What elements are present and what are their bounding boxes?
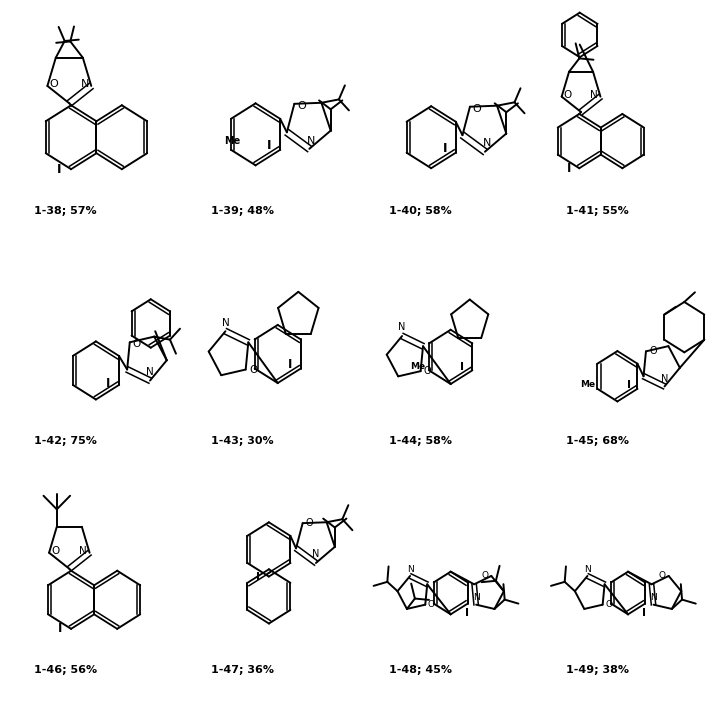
Text: N: N: [307, 136, 315, 146]
Text: 1-49; 38%: 1-49; 38%: [566, 665, 629, 675]
Text: N: N: [312, 549, 319, 559]
Text: I: I: [256, 572, 260, 582]
Text: Me: Me: [410, 362, 425, 371]
Text: 1-48; 45%: 1-48; 45%: [389, 665, 452, 675]
Text: N: N: [222, 317, 230, 327]
Text: 1-42; 75%: 1-42; 75%: [34, 436, 97, 446]
Text: I: I: [106, 376, 111, 389]
Text: N: N: [146, 367, 154, 377]
Text: O: O: [659, 571, 666, 580]
Text: N: N: [482, 138, 491, 148]
Text: I: I: [626, 380, 631, 390]
Text: N: N: [473, 593, 479, 602]
Text: N: N: [590, 90, 598, 100]
Text: O: O: [564, 90, 572, 100]
Text: I: I: [568, 162, 572, 175]
Text: O: O: [250, 364, 258, 374]
Text: I: I: [58, 622, 63, 635]
Text: O: O: [428, 600, 435, 609]
Text: I: I: [460, 361, 464, 371]
Text: N: N: [650, 593, 657, 602]
Text: I: I: [642, 608, 646, 618]
Text: N: N: [584, 565, 591, 574]
Text: 1-41; 55%: 1-41; 55%: [566, 206, 628, 216]
Text: 1-39; 48%: 1-39; 48%: [211, 206, 274, 216]
Text: 1-44; 58%: 1-44; 58%: [389, 436, 452, 446]
Text: 1-45; 68%: 1-45; 68%: [566, 436, 629, 446]
Text: O: O: [306, 518, 313, 528]
Text: 1-47; 36%: 1-47; 36%: [211, 665, 274, 675]
Text: N: N: [398, 322, 405, 332]
Text: N: N: [407, 565, 413, 574]
Text: O: O: [51, 545, 59, 556]
Text: N: N: [661, 374, 668, 384]
Text: I: I: [465, 608, 468, 618]
Text: O: O: [649, 347, 657, 356]
Text: O: O: [473, 103, 481, 113]
Text: N: N: [80, 545, 87, 556]
Text: 1-40; 58%: 1-40; 58%: [389, 206, 451, 216]
Text: I: I: [443, 143, 447, 155]
Text: 1-46; 56%: 1-46; 56%: [34, 665, 97, 675]
Text: Me: Me: [224, 136, 240, 146]
Text: O: O: [132, 339, 141, 349]
Text: N: N: [81, 79, 89, 89]
Text: Me: Me: [580, 381, 595, 389]
Text: O: O: [481, 571, 489, 580]
Text: O: O: [49, 79, 58, 89]
Text: 1-43; 30%: 1-43; 30%: [211, 436, 274, 446]
Text: 1-38; 57%: 1-38; 57%: [34, 206, 96, 216]
Text: I: I: [267, 140, 272, 153]
Text: O: O: [424, 366, 432, 376]
Text: O: O: [605, 600, 613, 609]
Text: I: I: [288, 358, 292, 371]
Text: O: O: [297, 101, 306, 111]
Text: I: I: [57, 163, 62, 175]
